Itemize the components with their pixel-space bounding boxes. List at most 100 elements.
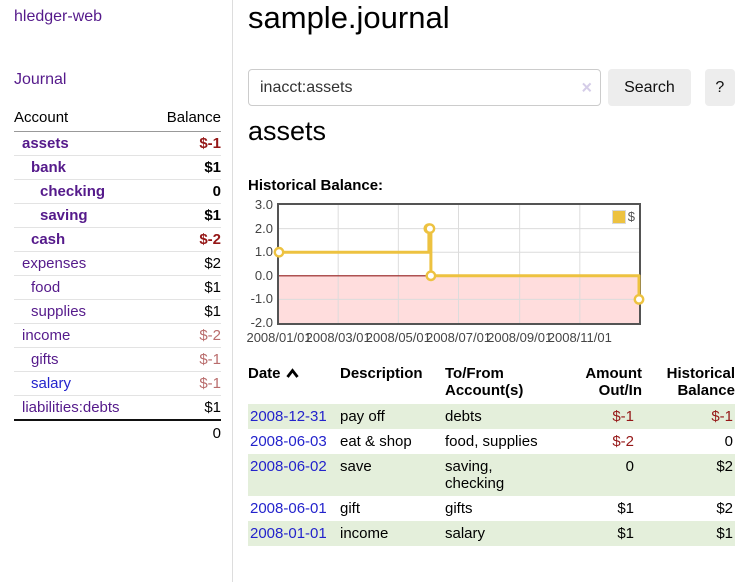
accounts-table-header-row: Account Balance <box>14 106 221 132</box>
total-spacer <box>14 420 151 445</box>
transaction-balance: 0 <box>642 429 735 454</box>
transaction-description: gift <box>340 496 445 521</box>
transaction-date-link[interactable]: 2008-06-01 <box>250 500 327 517</box>
register-header-date[interactable]: Date <box>248 362 340 404</box>
search-input[interactable] <box>248 69 601 106</box>
accounts-total-value: 0 <box>151 420 221 445</box>
transaction-description: pay off <box>340 404 445 429</box>
account-row: assets $-1 <box>14 132 221 156</box>
sort-ascending-icon <box>286 368 299 379</box>
transaction-row: 2008-01-01incomesalary$1$1 <box>248 521 735 546</box>
transaction-accounts: salary <box>445 521 559 546</box>
account-row: income $-2 <box>14 324 221 348</box>
sidebar-account-link[interactable]: assets <box>14 135 69 152</box>
account-row: expenses $2 <box>14 252 221 276</box>
transaction-amount: $1 <box>559 521 642 546</box>
x-tick-label: 2008/05/01 <box>366 330 431 345</box>
transaction-description: eat & shop <box>340 429 445 454</box>
sidebar-account-link[interactable]: supplies <box>14 303 86 320</box>
register-table: Date Description To/From Account(s) Amou… <box>248 362 735 546</box>
transaction-description: save <box>340 454 445 496</box>
transaction-date-link[interactable]: 2008-06-02 <box>250 458 327 475</box>
sidebar-item-journal[interactable]: Journal <box>14 71 221 89</box>
sidebar-account-link[interactable]: food <box>14 279 60 296</box>
register-header-amount: Amount Out/In <box>559 362 642 404</box>
chart-legend: $ <box>611 208 636 225</box>
account-balance: $-2 <box>151 324 221 348</box>
sidebar-account-link[interactable]: bank <box>14 159 66 176</box>
transaction-date-link[interactable]: 2008-12-31 <box>250 408 327 425</box>
account-row: saving $1 <box>14 204 221 228</box>
transaction-balance: $2 <box>642 454 735 496</box>
search-button[interactable]: Search <box>608 69 691 106</box>
transaction-row: 2008-06-02 savesaving, checking0$2 <box>248 454 735 496</box>
y-tick-label: -2.0 <box>248 316 273 330</box>
y-tick-label: 1.0 <box>248 245 273 259</box>
register-header-accounts: To/From Account(s) <box>445 362 559 404</box>
account-heading: assets <box>248 116 326 147</box>
sidebar-account-link[interactable]: expenses <box>14 255 86 272</box>
account-balance: $2 <box>151 252 221 276</box>
account-balance: $1 <box>151 204 221 228</box>
transaction-accounts: debts <box>445 404 559 429</box>
y-tick-label: 3.0 <box>248 198 273 212</box>
transaction-amount: $-2 <box>559 429 642 454</box>
sidebar-account-link[interactable]: liabilities:debts <box>14 399 120 416</box>
account-balance: $-1 <box>151 348 221 372</box>
sidebar-account-link[interactable]: checking <box>14 183 105 200</box>
brand-link[interactable]: hledger-web <box>14 8 221 26</box>
main-content: sample.journal × Search ? assets Histori… <box>248 0 735 582</box>
transaction-accounts: gifts <box>445 496 559 521</box>
sidebar-account-link[interactable]: income <box>14 327 70 344</box>
register-table-body: 2008-12-31pay offdebts$-1$-12008-06-03ea… <box>248 404 735 546</box>
transaction-amount: 0 <box>559 454 642 496</box>
transaction-row: 2008-12-31pay offdebts$-1$-1 <box>248 404 735 429</box>
transaction-amount: $-1 <box>559 404 642 429</box>
x-tick-label: 2008/03/01 <box>306 330 371 345</box>
transaction-row: 2008-06-03eat & shopfood, supplies$-20 <box>248 429 735 454</box>
account-row: food $1 <box>14 276 221 300</box>
legend-swatch-icon <box>612 210 626 224</box>
legend-label: $ <box>628 209 635 224</box>
transaction-balance: $-1 <box>642 404 735 429</box>
account-row: salary $-1 <box>14 372 221 396</box>
transaction-date-link[interactable]: 2008-01-01 <box>250 525 327 542</box>
x-tick-label: 2008/07/01 <box>426 330 491 345</box>
accounts-total-row: 0 <box>14 420 221 445</box>
accounts-header-balance: Balance <box>151 106 221 132</box>
account-balance: $-1 <box>151 132 221 156</box>
x-tick-label: 2008/01/01 <box>246 330 311 345</box>
sidebar-account-link[interactable]: cash <box>14 231 65 248</box>
page-title: sample.journal <box>248 0 450 36</box>
chart-plot-area: $ <box>277 203 641 325</box>
transaction-accounts: saving, checking <box>445 454 559 496</box>
sidebar-account-link[interactable]: saving <box>14 207 88 224</box>
account-balance: $1 <box>151 396 221 421</box>
help-button[interactable]: ? <box>705 69 735 106</box>
account-row: liabilities:debts $1 <box>14 396 221 421</box>
accounts-header-account: Account <box>14 106 151 132</box>
y-tick-label: 2.0 <box>248 222 273 236</box>
transaction-balance: $1 <box>642 521 735 546</box>
chart-title: Historical Balance: <box>248 177 383 194</box>
account-row: supplies$1 <box>14 300 221 324</box>
clear-search-icon[interactable]: × <box>582 78 593 96</box>
balance-chart: 3.02.01.00.0-1.0-2.0 $ 2008/01/012008/03… <box>248 203 735 353</box>
transaction-date-link[interactable]: 2008-06-03 <box>250 433 327 450</box>
transaction-row: 2008-06-01giftgifts$1$2 <box>248 496 735 521</box>
accounts-table: Account Balance assets $-1 bank $1 checking 0… <box>14 106 221 445</box>
account-balance: $-1 <box>151 372 221 396</box>
sidebar-account-link[interactable]: gifts <box>14 351 59 368</box>
transaction-description: income <box>340 521 445 546</box>
account-row: gifts $-1 <box>14 348 221 372</box>
account-balance: $1 <box>151 276 221 300</box>
sidebar-account-link[interactable]: salary <box>14 375 71 392</box>
register-header-balance: Historical Balance <box>642 362 735 404</box>
account-balance: $1 <box>151 156 221 180</box>
y-tick-label: -1.0 <box>248 292 273 306</box>
accounts-table-body: assets $-1 bank $1 checking 0 saving $1 cash $-2 e… <box>14 132 221 446</box>
x-tick-label: 2008/11/01 <box>548 330 612 345</box>
register-header-date-label: Date <box>248 365 281 382</box>
x-tick-label: 2008/09/01 <box>487 330 552 345</box>
transaction-amount: $1 <box>559 496 642 521</box>
